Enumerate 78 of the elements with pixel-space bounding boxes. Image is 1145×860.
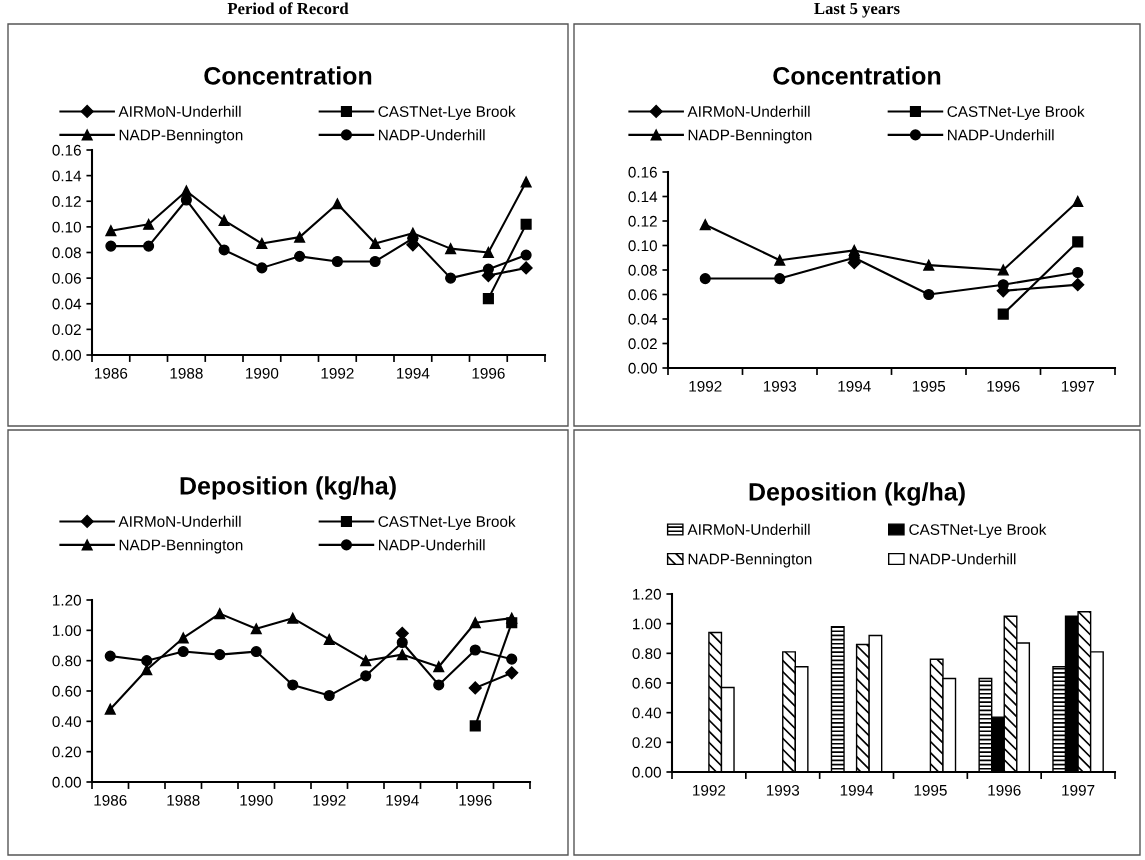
- legend-label: CASTNet-Lye Brook: [378, 105, 516, 120]
- x-tick-label: 1992: [321, 367, 354, 379]
- x-tick-label: 1986: [94, 794, 127, 806]
- legend-label: CASTNet-Lye Brook: [947, 105, 1085, 120]
- x-tick-label: 1990: [246, 367, 279, 379]
- y-tick-label: 1.00: [633, 618, 661, 630]
- chart-title: Concentration: [204, 66, 372, 85]
- y-tick-label: 0.14: [52, 170, 82, 182]
- chart-title: Deposition (kg/ha): [749, 482, 965, 506]
- x-tick-label: 1994: [840, 784, 874, 796]
- legend-label: NADP-Bennington: [688, 129, 812, 144]
- y-tick-label: 0.00: [52, 349, 81, 361]
- legend-label: AIRMoN-Underhill: [118, 105, 241, 117]
- chart-subtitle: Last 5 years: [814, 3, 900, 18]
- x-tick-label: 1995: [912, 380, 946, 392]
- legend-label: NADP-Bennington: [119, 129, 243, 144]
- y-tick-label: 0.02: [52, 324, 81, 336]
- x-tick-label: 1990: [240, 794, 273, 806]
- x-tick-label: 1997: [1062, 784, 1095, 796]
- y-tick-label: 0.10: [52, 221, 81, 233]
- y-tick-label: 0.60: [52, 685, 81, 697]
- legend-label: NADP-Bennington: [119, 539, 243, 554]
- y-tick-label: 0.02: [628, 338, 657, 350]
- legend-label: AIRMoN-Underhill: [687, 105, 810, 117]
- y-tick-label: 0.14: [628, 191, 658, 203]
- x-tick-label: 1988: [170, 367, 203, 379]
- y-tick-label: 0.06: [52, 272, 81, 284]
- legend-label: NADP-Underhill: [909, 553, 1016, 565]
- x-tick-label: 1996: [472, 367, 505, 379]
- legend-label: CASTNet-Lye Brook: [909, 523, 1047, 538]
- chart-title: Concentration: [773, 66, 941, 85]
- x-tick-label: 1992: [689, 380, 722, 392]
- y-tick-label: 0.40: [52, 716, 81, 728]
- chart-title: Deposition (kg/ha): [180, 476, 396, 500]
- legend-label: CASTNet-Lye Brook: [378, 515, 516, 530]
- x-tick-label: 1993: [766, 784, 800, 796]
- legend-label: AIRMoN-Underhill: [687, 523, 810, 535]
- y-tick-label: 0.10: [628, 240, 657, 252]
- y-tick-label: 0.08: [52, 247, 81, 259]
- legend-label: NADP-Underhill: [379, 129, 485, 141]
- y-tick-label: 0.06: [628, 289, 657, 301]
- y-tick-label: 0.12: [628, 215, 657, 227]
- y-tick-label: 1.20: [633, 588, 661, 600]
- y-tick-label: 0.00: [632, 766, 661, 778]
- x-tick-label: 1994: [838, 380, 871, 392]
- y-tick-label: 0.16: [628, 166, 657, 178]
- y-tick-label: 0.40: [632, 707, 661, 719]
- y-tick-label: 0.00: [52, 776, 81, 788]
- y-tick-label: 0.12: [52, 196, 81, 207]
- legend-label: NADP-Bennington: [688, 553, 812, 568]
- x-tick-label: 1996: [987, 380, 1020, 392]
- y-tick-label: 0.80: [52, 655, 81, 667]
- y-tick-label: 0.60: [632, 677, 661, 689]
- y-tick-label: 0.20: [52, 746, 81, 758]
- y-tick-label: 0.16: [52, 144, 81, 156]
- x-tick-label: 1994: [386, 794, 419, 806]
- x-tick-label: 1986: [95, 367, 128, 379]
- legend-label: NADP-Underhill: [948, 129, 1054, 141]
- y-tick-label: 0.08: [628, 264, 657, 276]
- x-tick-label: 1992: [693, 784, 726, 796]
- x-tick-label: 1993: [763, 380, 797, 392]
- x-tick-label: 1994: [397, 367, 430, 379]
- x-tick-label: 1996: [988, 784, 1021, 796]
- x-tick-label: 1997: [1061, 380, 1094, 392]
- legend-label: AIRMoN-Underhill: [118, 515, 241, 527]
- y-tick-label: 0.04: [52, 298, 82, 310]
- y-tick-label: 1.00: [53, 625, 81, 637]
- y-tick-label: 0.04: [628, 313, 658, 325]
- y-tick-label: 0.20: [632, 737, 661, 749]
- x-tick-label: 1992: [313, 794, 346, 806]
- chart-subtitle: Period of Record: [227, 2, 349, 15]
- y-tick-label: 0.80: [632, 648, 661, 660]
- y-tick-label: 0.00: [628, 362, 657, 374]
- x-tick-label: 1996: [459, 794, 492, 806]
- legend-label: NADP-Underhill: [379, 539, 485, 551]
- x-tick-label: 1995: [914, 784, 947, 796]
- x-tick-label: 1988: [167, 794, 200, 806]
- y-tick-label: 1.20: [53, 594, 81, 606]
